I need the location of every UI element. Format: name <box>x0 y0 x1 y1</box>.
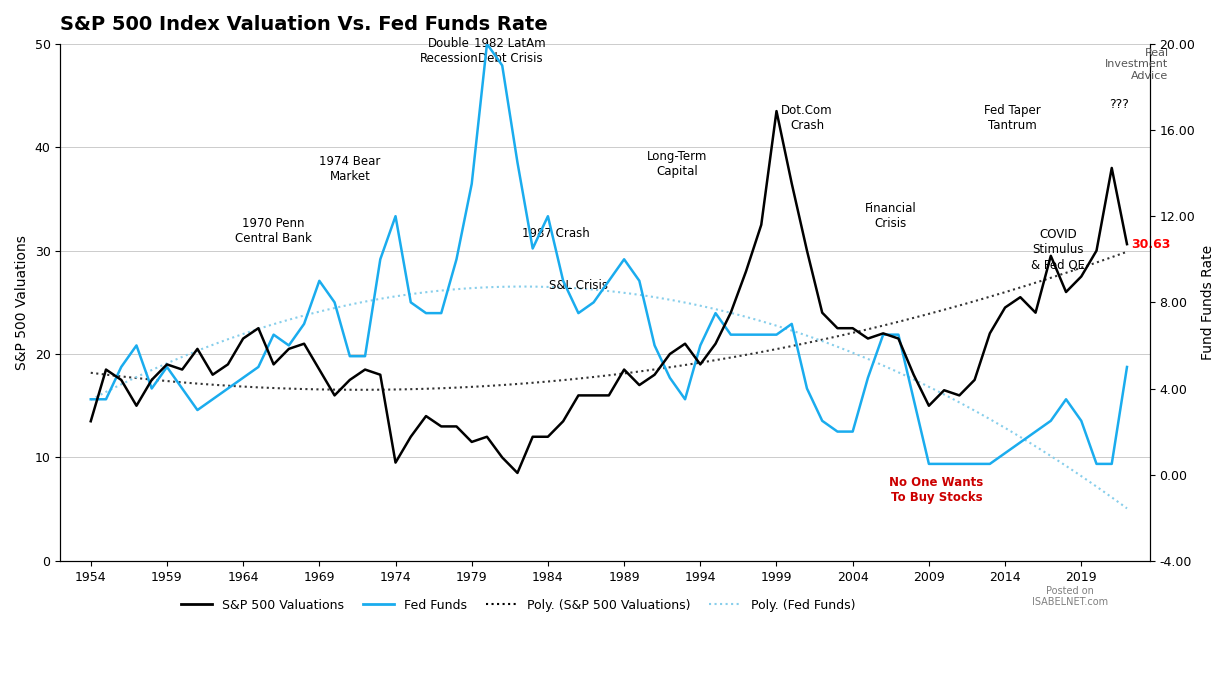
Text: Double
Recession: Double Recession <box>419 37 478 65</box>
Text: 1970 Penn
Central Bank: 1970 Penn Central Bank <box>235 218 312 245</box>
Text: Real
Investment
Advice: Real Investment Advice <box>1106 48 1168 81</box>
Poly. (S&P 500 Valuations) <box>721 354 736 362</box>
Line: Poly. (Fed Funds): Poly. (Fed Funds) <box>91 286 1127 509</box>
Text: Fed Taper
Tantrum: Fed Taper Tantrum <box>984 104 1041 132</box>
Poly. (Fed Funds) <box>704 304 718 312</box>
Poly. (Fed Funds) <box>1026 441 1041 449</box>
Text: 30.63: 30.63 <box>1132 237 1171 251</box>
S&P 500 Valuations <box>510 469 525 477</box>
Fed Funds <box>480 40 494 48</box>
Poly. (Fed Funds) <box>1119 505 1134 513</box>
S&P 500 Valuations <box>692 360 707 369</box>
Poly. (S&P 500 Valuations) <box>1026 279 1041 288</box>
Fed Funds <box>891 330 905 339</box>
S&P 500 Valuations <box>769 107 784 115</box>
Poly. (S&P 500 Valuations) <box>87 369 102 377</box>
Text: 1974 Bear
Market: 1974 Bear Market <box>319 156 380 184</box>
Text: 1987 Crash: 1987 Crash <box>522 227 589 240</box>
Y-axis label: Fund Funds Rate: Fund Funds Rate <box>1200 245 1215 360</box>
Fed Funds <box>921 460 936 468</box>
Poly. (S&P 500 Valuations) <box>700 358 715 366</box>
Fed Funds <box>84 395 98 403</box>
Poly. (S&P 500 Valuations) <box>354 386 369 394</box>
Fed Funds <box>692 341 707 350</box>
Legend: S&P 500 Valuations, Fed Funds, Poly. (S&P 500 Valuations), Poly. (Fed Funds): S&P 500 Valuations, Fed Funds, Poly. (S&… <box>176 594 860 617</box>
Text: No One Wants
To Buy Stocks: No One Wants To Buy Stocks <box>889 476 984 504</box>
Poly. (S&P 500 Valuations) <box>1119 248 1134 256</box>
Line: Fed Funds: Fed Funds <box>91 44 1127 464</box>
S&P 500 Valuations <box>251 324 266 333</box>
Poly. (Fed Funds) <box>721 308 736 316</box>
Text: Long-Term
Capital: Long-Term Capital <box>647 150 707 178</box>
Text: 1982 LatAm
Debt Crisis: 1982 LatAm Debt Crisis <box>474 37 546 65</box>
S&P 500 Valuations <box>1105 164 1119 172</box>
S&P 500 Valuations <box>84 417 98 425</box>
S&P 500 Valuations <box>160 360 175 369</box>
Text: COVID
Stimulus
& Fed QE: COVID Stimulus & Fed QE <box>1032 228 1085 271</box>
S&P 500 Valuations <box>907 371 921 379</box>
Fed Funds <box>160 363 175 371</box>
Fed Funds <box>282 341 296 350</box>
Poly. (Fed Funds) <box>700 303 715 311</box>
Line: S&P 500 Valuations: S&P 500 Valuations <box>91 111 1127 473</box>
Text: S&P 500 Index Valuation Vs. Fed Funds Rate: S&P 500 Index Valuation Vs. Fed Funds Ra… <box>60 15 549 34</box>
Poly. (Fed Funds) <box>517 282 531 290</box>
Poly. (S&P 500 Valuations) <box>84 369 98 377</box>
Fed Funds <box>1105 460 1119 468</box>
S&P 500 Valuations <box>1119 240 1134 248</box>
Text: S&L Crisis: S&L Crisis <box>549 279 608 292</box>
Line: Poly. (S&P 500 Valuations): Poly. (S&P 500 Valuations) <box>91 252 1127 390</box>
Fed Funds <box>251 363 266 371</box>
Text: ???: ??? <box>1109 98 1129 111</box>
Poly. (Fed Funds) <box>84 396 98 404</box>
Poly. (S&P 500 Valuations) <box>961 299 975 307</box>
S&P 500 Valuations <box>282 345 296 353</box>
Poly. (S&P 500 Valuations) <box>704 357 718 365</box>
Text: Dot.Com
Crash: Dot.Com Crash <box>781 104 833 132</box>
Poly. (Fed Funds) <box>87 394 102 402</box>
Text: Financial
Crisis: Financial Crisis <box>865 202 916 230</box>
Y-axis label: S&P 500 Valuations: S&P 500 Valuations <box>15 235 30 370</box>
Poly. (Fed Funds) <box>961 403 975 411</box>
Fed Funds <box>1119 363 1134 371</box>
Text: Posted on
ISABELNET.com: Posted on ISABELNET.com <box>1032 585 1108 607</box>
